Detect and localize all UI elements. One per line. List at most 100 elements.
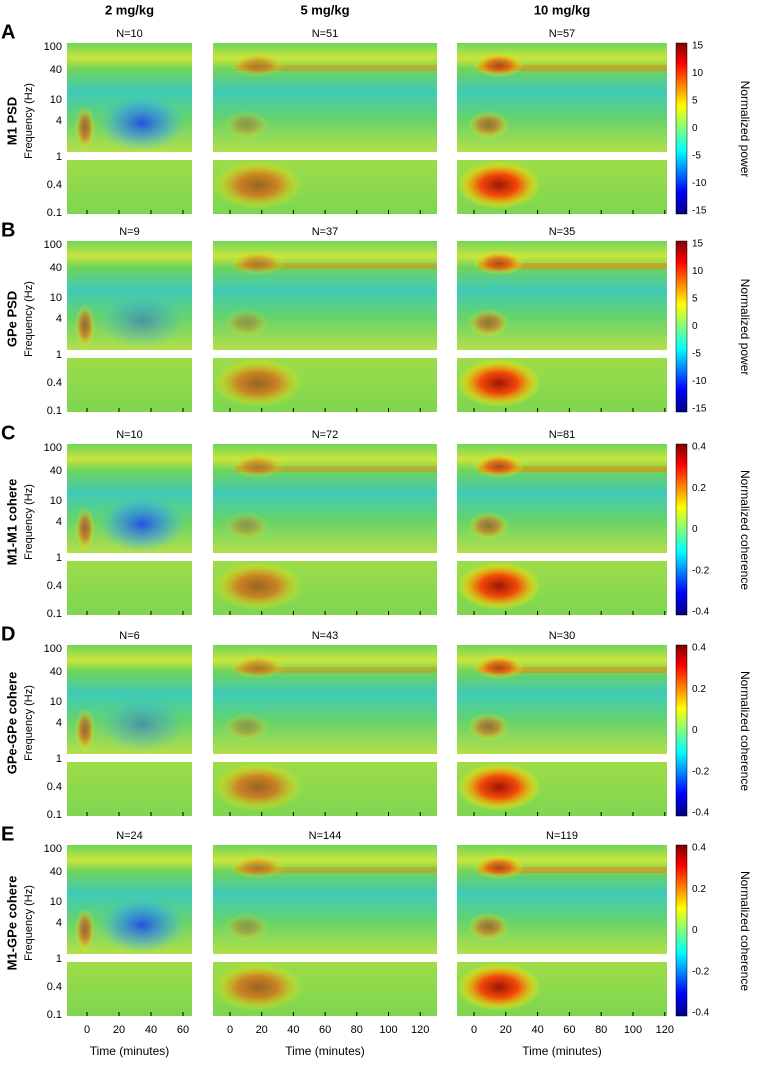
hot-region xyxy=(457,359,541,407)
colorbar-label: Normalized coherence xyxy=(738,671,752,791)
colorbar-tick-label: -0.2 xyxy=(692,966,710,977)
colorbar xyxy=(675,42,688,215)
colorbar-tick-label: -15 xyxy=(692,206,707,217)
gamma-band xyxy=(235,466,437,472)
row-label: GPe PSD xyxy=(4,291,19,347)
y-tick-label: 0.1 xyxy=(47,809,62,821)
x-tick-label: 80 xyxy=(351,1024,363,1036)
colorbar-tick-label: 0 xyxy=(692,524,698,535)
hot-region xyxy=(230,855,285,879)
y-axis-label: Frequency (Hz) xyxy=(23,83,35,159)
cold-region xyxy=(98,697,186,753)
colorbar-tick-label: 0.2 xyxy=(692,483,706,494)
y-tick-label: 40 xyxy=(50,866,62,878)
spectrogram-low xyxy=(67,160,192,214)
n-label: N=24 xyxy=(116,830,143,842)
y-axis-label: Frequency (Hz) xyxy=(23,484,35,560)
y-tick-label: 0.1 xyxy=(47,1009,62,1021)
colorbar-tick-label: -0.2 xyxy=(692,565,710,576)
gamma-band xyxy=(235,667,437,673)
n-label: N=144 xyxy=(309,830,342,842)
y-tick-label: 0.4 xyxy=(47,781,62,793)
cold-region xyxy=(98,897,186,953)
hot-region xyxy=(473,454,525,478)
n-label: N=43 xyxy=(312,630,339,642)
y-tick-label: 100 xyxy=(44,442,62,454)
n-label: N=10 xyxy=(116,28,143,40)
hot-region xyxy=(212,161,303,209)
x-axis-label: Time (minutes) xyxy=(522,1044,602,1058)
x-tick-label: 0 xyxy=(227,1024,233,1036)
hot-region xyxy=(467,713,510,741)
x-tick-label: 40 xyxy=(287,1024,299,1036)
colorbar-label: Normalized coherence xyxy=(738,470,752,590)
colorbar xyxy=(675,844,688,1017)
hot-region xyxy=(473,53,525,77)
hot-region xyxy=(75,304,95,348)
hot-region xyxy=(212,763,303,811)
y-tick-label: 40 xyxy=(50,262,62,274)
y-tick-label: 1 xyxy=(56,953,62,965)
colorbar-tick-label: -5 xyxy=(692,349,701,360)
cold-region xyxy=(98,95,186,151)
gamma-band xyxy=(478,263,667,269)
panel-letter: A xyxy=(1,21,15,43)
gamma-band xyxy=(478,667,667,673)
x-tick-label: 20 xyxy=(500,1024,512,1036)
hot-region xyxy=(457,963,541,1011)
hot-region xyxy=(75,908,95,952)
row-label: M1-M1 cohere xyxy=(4,479,19,566)
colorbar-tick-label: -10 xyxy=(692,178,707,189)
y-tick-label: 0.4 xyxy=(47,981,62,993)
n-label: N=6 xyxy=(119,630,140,642)
x-tick-label: 40 xyxy=(145,1024,157,1036)
colorbar-tick-label: -10 xyxy=(692,376,707,387)
y-tick-label: 0.4 xyxy=(47,580,62,592)
y-tick-label: 4 xyxy=(56,917,62,929)
colorbar-label: Normalized power xyxy=(738,279,752,376)
panel-letter: C xyxy=(1,422,15,444)
x-tick-label: 100 xyxy=(624,1024,642,1036)
hot-region xyxy=(473,251,525,275)
y-tick-label: 4 xyxy=(56,516,62,528)
y-tick-label: 4 xyxy=(56,717,62,729)
y-tick-label: 1 xyxy=(56,151,62,163)
colorbar-tick-label: 0 xyxy=(692,321,698,332)
hot-region xyxy=(457,763,541,811)
y-tick-label: 4 xyxy=(56,115,62,127)
n-label: N=81 xyxy=(549,429,576,441)
gamma-band xyxy=(478,466,667,472)
y-tick-label: 10 xyxy=(50,292,62,304)
y-tick-label: 0.1 xyxy=(47,405,62,417)
y-tick-label: 40 xyxy=(50,64,62,76)
colorbar-tick-label: 0.4 xyxy=(692,643,706,654)
y-tick-label: 0.1 xyxy=(47,608,62,620)
spectrogram-low xyxy=(67,962,192,1016)
x-tick-label: 120 xyxy=(656,1024,674,1036)
colorbar-tick-label: 5 xyxy=(692,294,698,305)
hot-region xyxy=(75,507,95,551)
colorbar-tick-label: 15 xyxy=(692,239,704,250)
y-tick-label: 1 xyxy=(56,349,62,361)
hot-region xyxy=(467,512,510,540)
n-label: N=35 xyxy=(549,226,576,238)
hot-region xyxy=(473,855,525,879)
x-tick-label: 20 xyxy=(256,1024,268,1036)
x-tick-label: 60 xyxy=(319,1024,331,1036)
x-axis-label: Time (minutes) xyxy=(90,1044,170,1058)
colorbar-tick-label: 10 xyxy=(692,68,704,79)
y-tick-label: 0.1 xyxy=(47,207,62,219)
hot-region xyxy=(467,309,510,337)
n-label: N=30 xyxy=(549,630,576,642)
spectrogram-low xyxy=(67,561,192,615)
colorbar-tick-label: -0.4 xyxy=(692,808,710,819)
colorbar-tick-label: -0.2 xyxy=(692,766,710,777)
x-tick-label: 60 xyxy=(177,1024,189,1036)
column-header: 2 mg/kg xyxy=(105,2,154,17)
x-tick-label: 120 xyxy=(411,1024,429,1036)
x-tick-label: 0 xyxy=(84,1024,90,1036)
n-label: N=51 xyxy=(312,28,339,40)
hot-region xyxy=(230,454,285,478)
hot-region xyxy=(224,713,269,741)
